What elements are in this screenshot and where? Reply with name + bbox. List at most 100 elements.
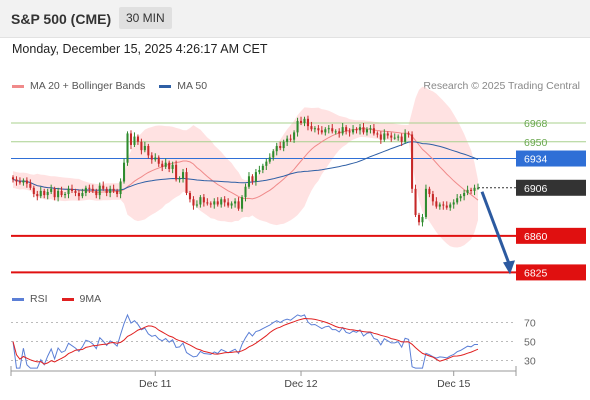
candle	[98, 182, 101, 200]
legend-bollinger-label: MA 20 + Bollinger Bands	[30, 80, 146, 92]
candle-body	[282, 141, 285, 149]
candle-body	[43, 190, 46, 196]
candle	[39, 186, 42, 199]
candle	[299, 116, 303, 126]
candle	[317, 125, 320, 135]
candle-body	[175, 164, 178, 180]
candle	[376, 131, 379, 138]
candle	[230, 201, 233, 209]
candle	[279, 141, 282, 151]
candle-body	[293, 132, 296, 140]
research-credit: Research © 2025 Trading Central	[423, 80, 580, 92]
candle-body	[428, 188, 431, 195]
candle	[140, 138, 143, 155]
candle-body	[157, 157, 160, 164]
candle-body	[279, 145, 282, 149]
candle-body	[358, 127, 362, 131]
level-tag-6825	[516, 264, 586, 281]
candle-body	[126, 133, 129, 163]
candle-body	[164, 162, 167, 167]
candle-body	[192, 199, 195, 206]
candle-body	[57, 190, 60, 198]
candle-body	[140, 141, 143, 151]
candle	[133, 132, 136, 148]
candle-body	[67, 188, 70, 195]
candle	[43, 188, 46, 199]
candle	[463, 189, 466, 201]
candle-body	[171, 164, 174, 169]
chart-header: S&P 500 (CME) 30 MIN	[0, 0, 590, 38]
candle-body	[345, 127, 348, 132]
candle	[175, 160, 178, 182]
candle-body	[22, 180, 25, 183]
candle-body	[449, 204, 452, 208]
candle	[67, 185, 70, 199]
candle-body	[369, 128, 372, 130]
candle	[431, 190, 434, 206]
candle-body	[209, 203, 212, 205]
candle	[452, 199, 455, 209]
candle-body	[123, 162, 126, 182]
candle	[334, 129, 337, 135]
legend-ma9: 9MA	[61, 293, 101, 305]
candle-body	[341, 127, 344, 134]
candle	[36, 190, 39, 201]
candle	[369, 125, 372, 134]
candle-body	[119, 181, 122, 195]
candle-body	[244, 186, 247, 198]
candle	[261, 163, 264, 174]
candle	[254, 168, 257, 186]
candle	[397, 134, 400, 141]
candle	[91, 184, 94, 193]
candle	[407, 131, 410, 138]
level-tag-6860	[516, 227, 586, 244]
candle-body	[372, 128, 375, 134]
candle-body	[25, 180, 28, 184]
x-tick-label: Dec 15	[437, 378, 470, 390]
candle	[105, 186, 108, 197]
candle	[306, 115, 309, 131]
candle-body	[320, 130, 323, 133]
timeframe-button[interactable]: 30 MIN	[119, 7, 172, 29]
candle	[84, 185, 87, 197]
candle-body	[168, 162, 171, 169]
candle-body	[70, 188, 74, 191]
candle	[320, 126, 323, 135]
candle-body	[431, 194, 434, 202]
candle-body	[88, 187, 91, 189]
candle	[95, 188, 98, 199]
candle-body	[379, 134, 382, 140]
candle	[272, 149, 275, 161]
candle-body	[15, 179, 18, 182]
candle-body	[414, 188, 417, 215]
x-axis-layer: Dec 11 Dec 12 Dec 15	[10, 366, 517, 390]
candle	[411, 131, 414, 193]
candle-body	[286, 138, 289, 142]
instrument-title: S&P 500 (CME)	[11, 11, 112, 27]
candle	[136, 134, 139, 145]
candle-body	[220, 199, 223, 205]
level-tag-6906	[516, 179, 586, 196]
candle-body	[195, 204, 198, 206]
legend-bollinger: MA 20 + Bollinger Bands	[12, 80, 145, 92]
candle-body	[383, 133, 386, 140]
candle-body	[365, 129, 368, 133]
candle	[116, 188, 119, 198]
candle	[296, 117, 299, 137]
candle	[126, 131, 129, 166]
rsi-line	[12, 313, 478, 369]
candle-body	[109, 188, 112, 193]
candle	[414, 184, 417, 218]
candle-body	[36, 194, 39, 197]
bollinger-swatch	[12, 84, 24, 88]
candle	[11, 175, 15, 183]
candle	[289, 134, 292, 142]
candle	[227, 198, 230, 208]
candle	[206, 198, 209, 206]
level-label-6860: 6860	[524, 231, 548, 243]
candle	[383, 129, 386, 142]
candle-body	[247, 176, 251, 187]
candle-body	[32, 187, 35, 195]
candle-body	[296, 120, 299, 133]
